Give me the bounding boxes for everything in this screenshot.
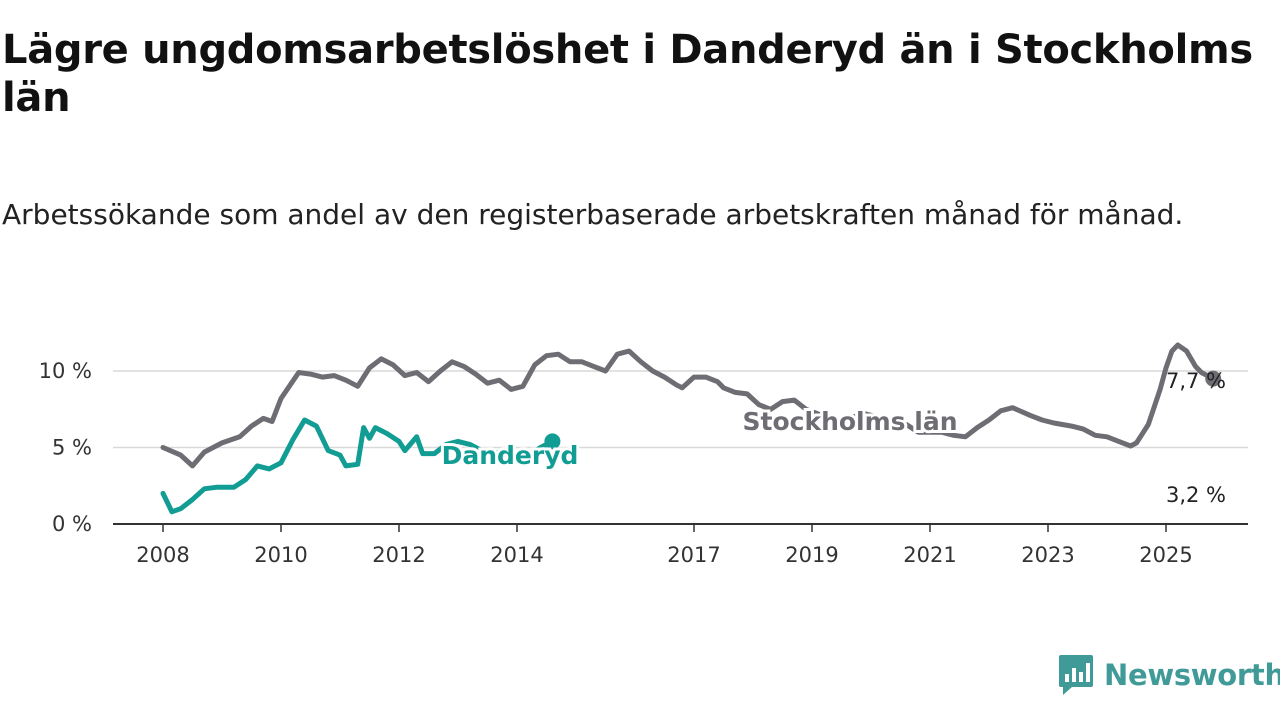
x-tick-label: 2017: [667, 543, 720, 567]
chart-subtitle: Arbetssökande som andel av den registerb…: [2, 198, 1184, 231]
series-label-stockholms-lan: Stockholms län: [743, 407, 958, 436]
x-tick-label: 2021: [903, 543, 956, 567]
y-tick-label: 5 %: [52, 436, 92, 460]
series-line-stockholms-län: [160, 342, 1216, 469]
newsworthy-brand: Newsworthy: [1058, 654, 1280, 696]
newsworthy-logo-icon: [1059, 655, 1093, 695]
y-tick-label: 0 %: [52, 512, 92, 536]
x-tick-label: 2025: [1139, 543, 1192, 567]
end-label-danderyd: 3,2 %: [1166, 483, 1226, 507]
x-tick-label: 2023: [1021, 543, 1074, 567]
brand-name: Newsworthy: [1104, 658, 1280, 692]
x-tick-label: 2014: [490, 543, 543, 567]
y-tick-label: 10 %: [39, 359, 92, 383]
chart-title: Lägre ungdomsarbetslöshet i Danderyd än …: [2, 27, 1253, 121]
series-end-marker-stockholms-län: [1205, 370, 1222, 387]
x-tick-label: 2010: [254, 543, 307, 567]
end-label-stockholms-lan: 7,7 %: [1166, 369, 1226, 393]
x-tick-label: 2019: [785, 543, 838, 567]
series-label-danderyd: Danderyd: [442, 441, 579, 470]
series-end-marker-danderyd: [544, 433, 561, 450]
series-line-danderyd: [160, 417, 555, 515]
line-chart: 0 % 5 % 10 % 2008 2010 2012 2014 2017 2019 2021 20…: [39, 342, 1248, 567]
x-tick-label: 2012: [372, 543, 425, 567]
x-tick-label: 2008: [136, 543, 189, 567]
